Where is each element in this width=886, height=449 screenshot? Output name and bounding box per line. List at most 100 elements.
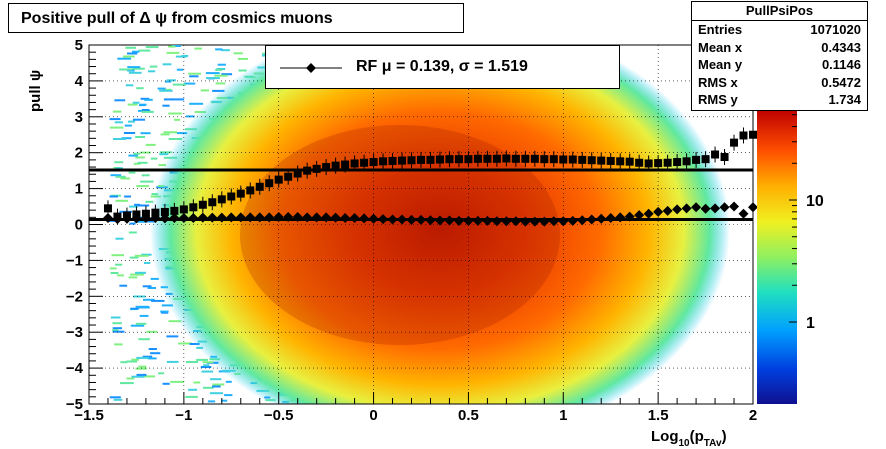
mean-point [207,212,218,223]
sigma-point [398,156,407,165]
sigma-point [616,157,625,166]
sigma-point [530,154,539,163]
sigma-point [189,203,198,212]
axes: −1.5 −1 −0.5 0 0.5 1 1.5 2 −5 −4 −3 −2 −1 0 1 2 3 4 5 [66,37,757,424]
mean-point [235,212,246,223]
sigma-point [597,156,606,165]
colorbar-tick-label: 10 [806,193,824,210]
stats-row-entries: Entries 1071020 [698,22,861,37]
sigma-point [492,154,501,163]
mean-point [226,212,237,223]
sigma-point [312,164,321,173]
mean-point [197,212,208,223]
sigma-point [663,158,672,167]
mean-point [216,212,227,223]
mean-point [311,212,322,223]
mean-point [558,216,569,227]
mean-point [520,216,531,227]
sigma-point [549,155,558,164]
y-tick-label: −3 [66,324,83,341]
sigma-point [606,156,615,165]
x-tick-label: −0.5 [264,407,294,424]
sigma-point [151,208,160,217]
y-tick-label: 5 [75,37,83,54]
colorbar-ticks: 1 10 [789,114,824,332]
x-tick-label: 2 [749,407,757,424]
mean-point [586,214,597,225]
stats-title: PullPsiPos [692,2,867,21]
legend-label: RF μ = 0.139, σ = 1.519 [356,58,528,75]
sigma-point [635,158,644,167]
mean-point [245,212,256,223]
legend-box: RF μ = 0.139, σ = 1.519 [265,45,620,89]
stats-row-rms-y: RMS y 1.734 [698,92,861,107]
sigma-point [587,156,596,165]
sigma-point [208,198,217,207]
mean-point [273,211,284,222]
x-axis-label: Log10(pTAv) [651,428,727,449]
mean-point [131,213,142,224]
y-tick-label: −2 [66,288,83,305]
stats-row-rms-x: RMS x 0.5472 [698,74,861,90]
mean-point [624,211,635,222]
sigma-point [568,155,577,164]
sigma-point [350,159,359,168]
sigma-point [749,130,757,139]
mean-point [102,213,113,224]
sigma-point [274,175,283,184]
sigma-point [483,154,492,163]
stats-box: PullPsiPos Entries 1071020 Mean x 0.4343 M… [691,1,868,111]
sigma-point [625,157,634,166]
mean-point [169,213,180,224]
mean-point [710,203,721,214]
mean-point [539,216,550,227]
mean-point [416,214,426,225]
sigma-point [673,158,682,167]
mean-point [729,201,740,212]
sigma-point [445,155,454,164]
colorbar-tick-label: 1 [806,315,815,332]
sigma-point [170,206,179,215]
mean-point [188,213,199,224]
sigma-point [682,157,691,166]
sigma-point [473,154,482,163]
sigma-point [103,204,112,213]
mean-point [112,214,123,225]
sigma-point [521,154,530,163]
mean-point [378,214,389,225]
x-tick-label: −1.5 [74,407,104,424]
x-tick-label: 1.5 [648,407,669,424]
sigma-point [284,172,293,181]
sigma-point [293,169,302,178]
mean-point [700,203,711,214]
mean-point [368,213,379,224]
sigma-point [540,155,549,164]
mean-point [453,215,464,226]
mean-point [548,216,559,227]
mean-point [425,215,436,226]
mean-point [349,213,360,224]
sigma-point [711,150,720,159]
sigma-point [236,189,245,198]
sigma-point [369,158,378,167]
sigma-point [322,163,331,172]
mean-point [529,216,540,227]
mean-point [605,213,616,224]
sigma-point [331,161,340,170]
stats-row-mean-x: Mean x 0.4343 [698,39,861,55]
mean-point [302,212,313,223]
mean-point [387,214,398,225]
mean-point [444,215,455,226]
mean-point [330,212,341,223]
mean-point [463,215,474,226]
y-tick-label: −4 [66,360,84,377]
mean-point [121,213,132,224]
sigma-point [464,155,473,164]
sigma-point [720,153,729,162]
mean-point [340,213,351,224]
mean-point [510,216,521,227]
mean-point [140,213,151,224]
sigma-point [179,205,188,214]
mean-point [292,211,303,222]
